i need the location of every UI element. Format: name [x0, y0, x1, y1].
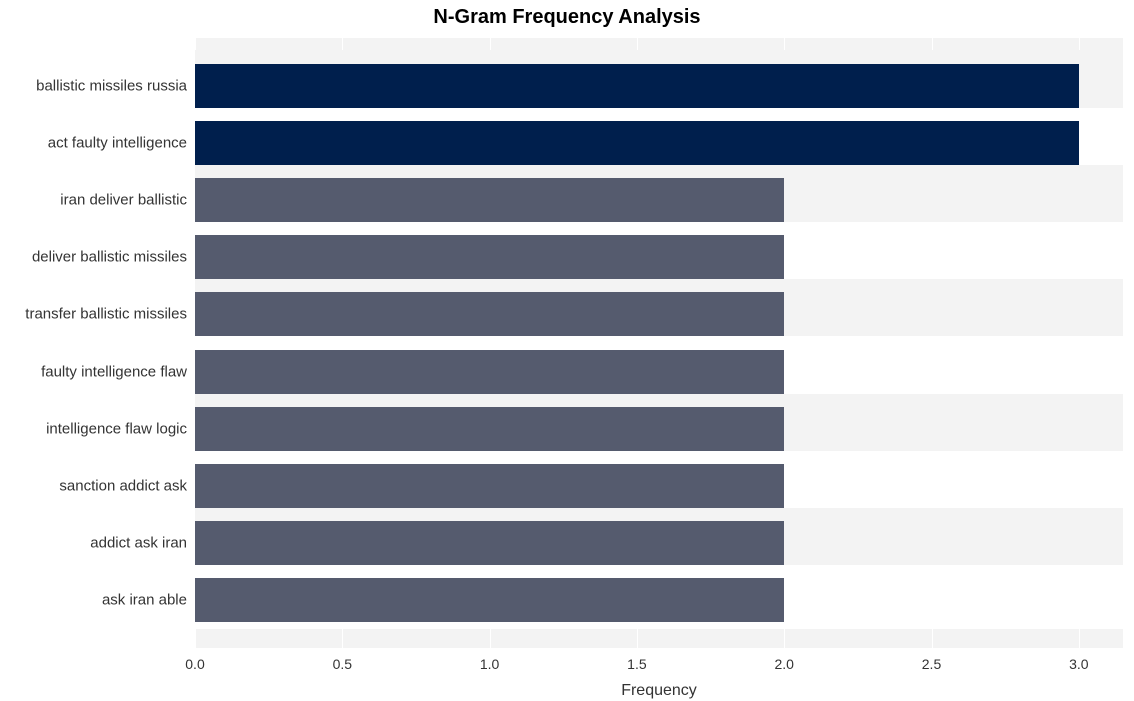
x-tick-label: 0.5	[333, 656, 352, 672]
bar	[195, 350, 784, 394]
x-tick-label: 1.0	[480, 656, 499, 672]
x-tick-label: 1.5	[627, 656, 646, 672]
y-tick-label: faulty intelligence flaw	[41, 363, 195, 380]
chart-title: N-Gram Frequency Analysis	[0, 6, 1134, 29]
plot-area: Frequency 0.00.51.01.52.02.53.0ballistic…	[195, 38, 1123, 648]
x-tick-label: 0.0	[185, 656, 204, 672]
bar	[195, 178, 784, 222]
y-tick-label: transfer ballistic missiles	[25, 306, 195, 323]
bar	[195, 64, 1079, 108]
y-tick-label: iran deliver ballistic	[60, 192, 195, 209]
bar	[195, 235, 784, 279]
x-axis-label: Frequency	[195, 682, 1123, 700]
x-tick-label: 3.0	[1069, 656, 1088, 672]
ngram-frequency-chart: N-Gram Frequency Analysis Frequency 0.00…	[0, 0, 1134, 701]
y-tick-label: addict ask iran	[90, 535, 195, 552]
x-tick-label: 2.5	[922, 656, 941, 672]
y-tick-label: ask iran able	[102, 592, 195, 609]
y-tick-label: sanction addict ask	[59, 478, 195, 495]
y-tick-label: ballistic missiles russia	[36, 77, 195, 94]
y-tick-label: deliver ballistic missiles	[32, 249, 195, 266]
row-band	[195, 629, 1123, 648]
bar	[195, 578, 784, 622]
x-tick-label: 2.0	[774, 656, 793, 672]
bar	[195, 292, 784, 336]
bar	[195, 121, 1079, 165]
bar	[195, 521, 784, 565]
y-tick-label: intelligence flaw logic	[46, 420, 195, 437]
y-tick-label: act faulty intelligence	[48, 134, 195, 151]
bar	[195, 407, 784, 451]
bar	[195, 464, 784, 508]
